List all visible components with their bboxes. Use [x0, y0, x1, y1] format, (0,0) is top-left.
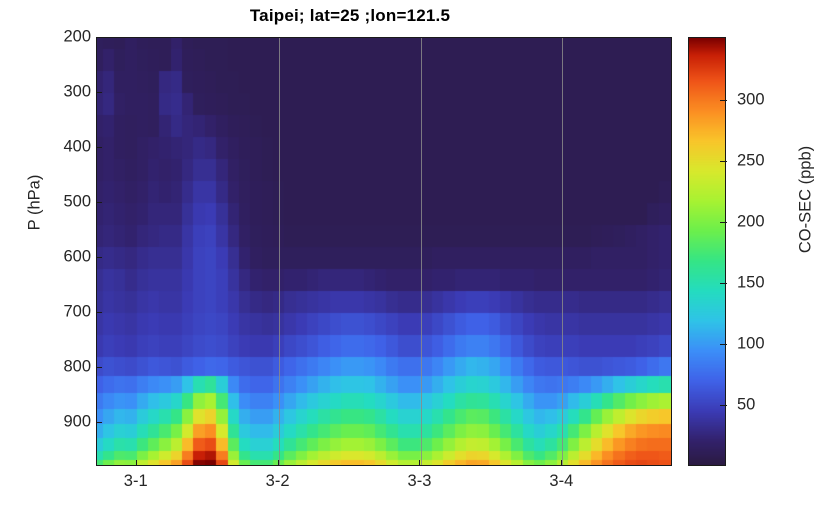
x-tick-mark-3-4 [561, 460, 563, 466]
y-tick-label-800: 800 [63, 357, 91, 376]
colorbar-tick-label-150: 150 [737, 273, 765, 292]
colorbar-label: CO-SEC (ppb) [796, 145, 815, 254]
colorbar-tick-label-50: 50 [737, 395, 756, 414]
y-tick-label-700: 700 [63, 302, 91, 321]
colorbar-gradient [689, 38, 725, 465]
chart-title: Taipei; lat=25 ;lon=121.5 [249, 6, 451, 25]
x-tick-mark-3-2 [277, 460, 279, 466]
x-tick-mark-3-3 [419, 460, 421, 466]
y-tick-mark-800 [96, 367, 102, 368]
y-tick-label-300: 300 [63, 82, 91, 101]
y-tick-label-400: 400 [63, 137, 91, 156]
y-tick-label-200: 200 [63, 27, 91, 46]
y-tick-mark-300 [96, 92, 102, 93]
x-tick-label-3-2: 3-2 [265, 472, 290, 490]
gridline-x-2 [562, 38, 564, 465]
colorbar-tick-label-250: 250 [737, 151, 765, 170]
x-tick-label-3-4: 3-4 [549, 472, 574, 490]
colorbar [688, 37, 726, 466]
y-tick-label-900: 900 [63, 412, 91, 431]
x-tick-mark-3-1 [135, 460, 137, 466]
y-tick-mark-700 [96, 312, 102, 313]
gridline-x-0 [278, 38, 280, 465]
colorbar-tick-mark-250 [720, 161, 727, 163]
y-tick-mark-500 [96, 202, 102, 203]
gridline-x-1 [420, 38, 422, 465]
y-tick-mark-400 [96, 147, 102, 148]
colorbar-tick-mark-150 [720, 283, 727, 285]
y-tick-mark-600 [96, 257, 102, 258]
x-tick-label-3-1: 3-1 [123, 472, 148, 490]
y-tick-mark-900 [96, 422, 102, 423]
y-tick-label-600: 600 [63, 247, 91, 266]
colorbar-tick-mark-100 [720, 344, 727, 346]
x-tick-label-3-3: 3-3 [407, 472, 432, 490]
y-tick-mark-200 [96, 37, 102, 38]
colorbar-tick-label-100: 100 [737, 334, 765, 353]
colorbar-tick-label-200: 200 [737, 212, 765, 231]
heatmap-plot-area [96, 37, 672, 466]
y-axis-label: P (hPa) [25, 174, 44, 231]
heatmap-canvas [97, 38, 671, 465]
colorbar-tick-mark-50 [720, 405, 727, 407]
colorbar-tick-mark-300 [720, 100, 727, 102]
colorbar-tick-mark-200 [720, 222, 727, 224]
y-tick-label-500: 500 [63, 192, 91, 211]
colorbar-tick-label-300: 300 [737, 90, 765, 109]
